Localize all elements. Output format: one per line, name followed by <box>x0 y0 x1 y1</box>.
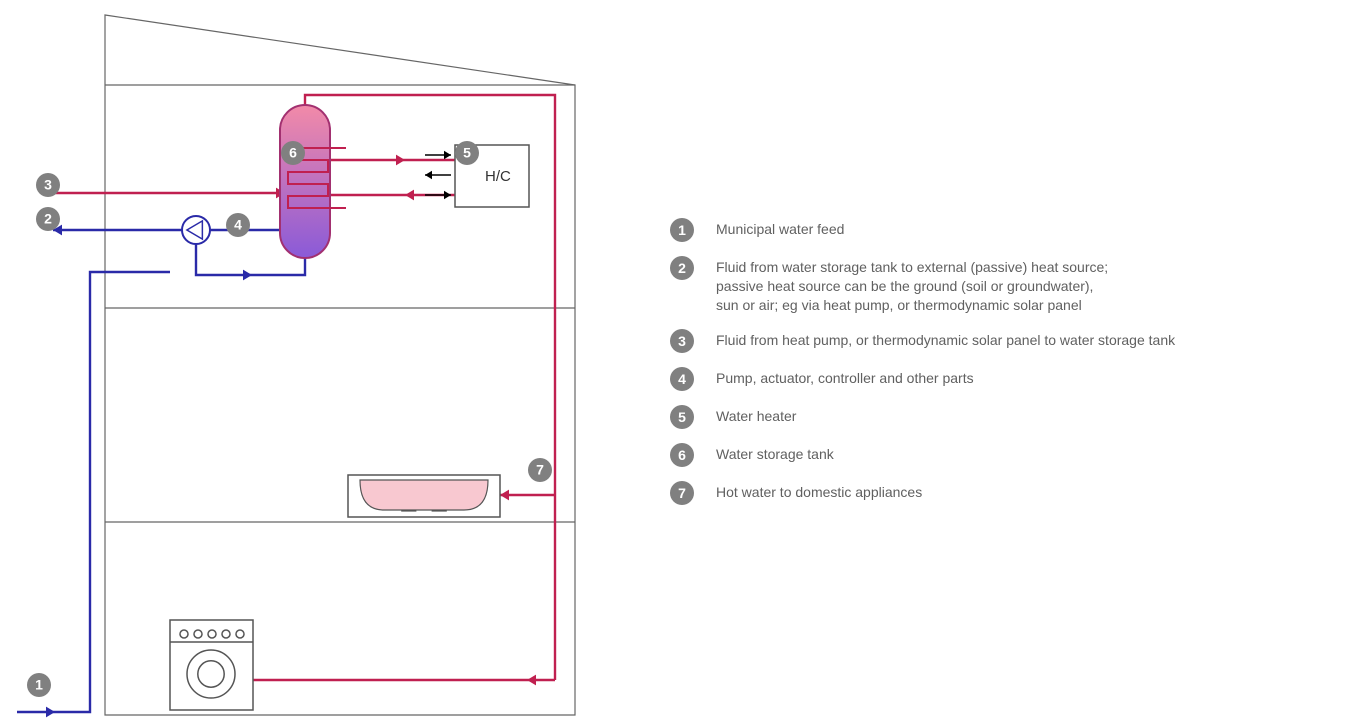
legend: 1 Municipal water feed 2 Fluid from water s… <box>670 220 1310 521</box>
svg-text:6: 6 <box>289 145 297 161</box>
legend-text: Water storage tank <box>716 445 834 464</box>
legend-badge: 4 <box>670 367 694 391</box>
legend-item: 6 Water storage tank <box>670 445 1310 467</box>
legend-text: Fluid from heat pump, or thermodynamic s… <box>716 331 1175 350</box>
legend-item: 2 Fluid from water storage tank to extern… <box>670 258 1310 315</box>
svg-text:3: 3 <box>44 177 52 193</box>
svg-text:4: 4 <box>234 217 242 233</box>
house-roof <box>105 15 575 85</box>
svg-text:1: 1 <box>35 677 43 693</box>
legend-item: 4 Pump, actuator, controller and other pa… <box>670 369 1310 391</box>
legend-badge: 1 <box>670 218 694 242</box>
legend-badge: 2 <box>670 256 694 280</box>
legend-text: Water heater <box>716 407 796 426</box>
legend-badge: 3 <box>670 329 694 353</box>
legend-item: 7 Hot water to domestic appliances <box>670 483 1310 505</box>
legend-badge: 7 <box>670 481 694 505</box>
washing-machine <box>170 620 253 710</box>
legend-badge: 6 <box>670 443 694 467</box>
page: H/C 1 2 3 4 5 6 7 1 Municipal water feed 2 Fluid … <box>0 0 1366 725</box>
legend-item: 5 Water heater <box>670 407 1310 429</box>
water-storage-tank <box>280 105 346 258</box>
legend-text: Pump, actuator, controller and other par… <box>716 369 974 388</box>
svg-text:7: 7 <box>536 462 544 478</box>
pump <box>182 216 210 244</box>
floor-dividers <box>105 308 575 522</box>
legend-text: Fluid from water storage tank to externa… <box>716 258 1108 315</box>
svg-text:5: 5 <box>463 145 471 161</box>
legend-text: Hot water to domestic appliances <box>716 483 922 502</box>
svg-text:2: 2 <box>44 211 52 227</box>
legend-item: 3 Fluid from heat pump, or thermodynamic … <box>670 331 1310 353</box>
legend-text: Municipal water feed <box>716 220 844 239</box>
legend-badge: 5 <box>670 405 694 429</box>
bathtub <box>348 475 500 517</box>
legend-item: 1 Municipal water feed <box>670 220 1310 242</box>
heater-label: H/C <box>485 168 511 185</box>
plumbing-diagram: H/C 1 2 3 4 5 6 7 <box>0 0 650 725</box>
